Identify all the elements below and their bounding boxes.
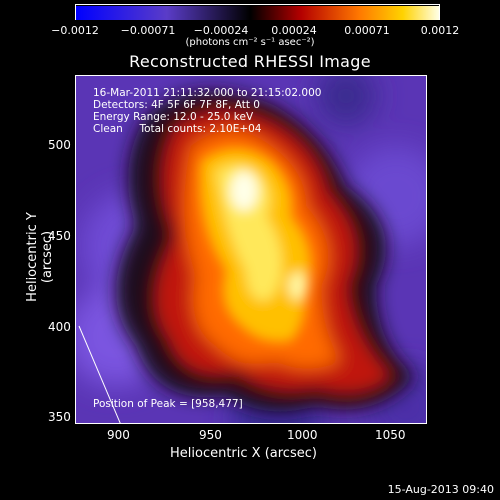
colorbar-units: (photons cm⁻² s⁻¹ asec⁻²)	[185, 37, 315, 48]
detectors-text: Detectors: 4F 5F 6F 7F 8F, Att 0	[93, 99, 260, 111]
colorbar-tick-label: −0.00024	[193, 24, 249, 37]
y-axis-title: Heliocentric Y (arcsec)	[25, 212, 55, 302]
y-tick-label: 500	[48, 138, 71, 152]
colorbar-tick-label: −0.00071	[120, 24, 176, 37]
y-tick-label: 400	[48, 320, 71, 334]
x-tick-label: 900	[107, 428, 130, 442]
energy-range-text: Energy Range: 12.0 - 25.0 keV	[93, 111, 254, 123]
colorbar-tick-label: 0.0012	[420, 24, 460, 37]
colorbar-tick-label: 0.00024	[271, 24, 317, 37]
colorbar	[75, 4, 440, 20]
colorbar-gradient	[76, 6, 439, 20]
plot-title: Reconstructed RHESSI Image	[129, 52, 371, 71]
x-tick-label: 1000	[287, 428, 318, 442]
y-tick-label: 450	[48, 229, 71, 243]
x-tick-label: 950	[199, 428, 222, 442]
y-tick-label: 350	[48, 410, 71, 424]
peak-position-text: Position of Peak = [958,477]	[93, 398, 243, 410]
colorbar-tick-label: −0.0012	[51, 24, 99, 37]
colorbar-tick-label: 0.00071	[344, 24, 390, 37]
reconstructed-image	[76, 76, 426, 423]
generation-timestamp: 15-Aug-2013 09:40	[387, 483, 494, 496]
time-range-text: 16-Mar-2011 21:11:32.000 to 21:15:02.000	[93, 87, 322, 99]
clean-counts-text: Clean Total counts: 2.10E+04	[93, 123, 262, 135]
rhessi-image	[75, 75, 427, 424]
x-tick-label: 1050	[375, 428, 406, 442]
solar-limb-line	[78, 325, 121, 423]
x-axis-title: Heliocentric X (arcsec)	[170, 446, 317, 461]
